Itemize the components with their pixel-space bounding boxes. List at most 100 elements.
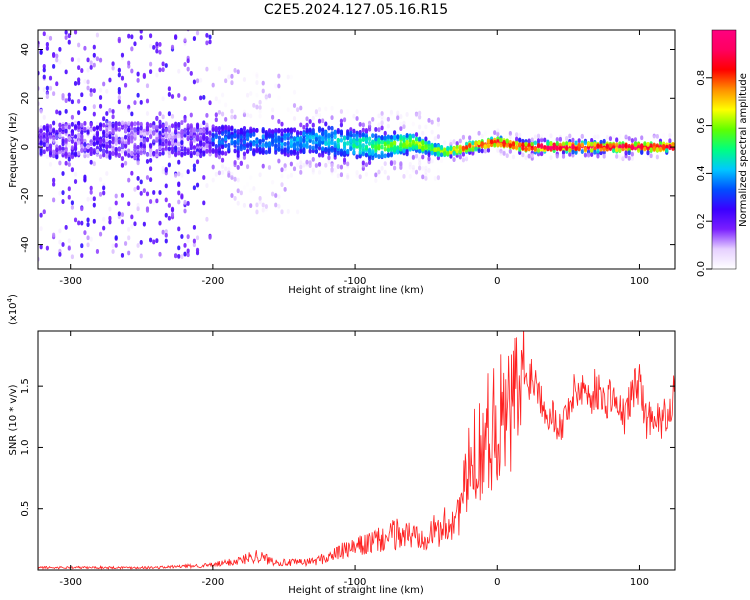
spectrogram-cell	[89, 185, 93, 191]
spectrogram-cell	[527, 138, 531, 144]
spectrogram-cell	[249, 188, 253, 194]
spectrogram-cell	[83, 230, 87, 236]
spectrogram-cell	[139, 190, 143, 196]
spectrogram-cell	[114, 141, 118, 146]
spectrogram-cell	[367, 156, 372, 162]
spectrogram-cell	[461, 157, 466, 163]
spectrogram-cell	[399, 141, 403, 147]
spectrogram-cell	[64, 225, 68, 230]
spectrogram-cell	[177, 254, 181, 259]
colorbar-tick-label: 0.2	[696, 213, 707, 229]
spectrogram-cell	[355, 173, 359, 178]
spectrogram-cell	[255, 74, 259, 79]
spectrogram-cell	[80, 147, 84, 153]
spectrogram-cell	[161, 141, 165, 147]
spectrogram-cell	[552, 143, 556, 149]
spectrogram-cell	[643, 141, 647, 147]
spectrogram-cell	[161, 67, 165, 73]
spectrogram-cell	[177, 171, 181, 177]
spectrogram-cell	[314, 149, 319, 154]
spectrogram-cell	[48, 75, 53, 81]
y-tick-label: 0	[20, 144, 31, 150]
spectrogram-cell	[211, 141, 215, 147]
spectrogram-cell	[111, 61, 115, 67]
spectrogram-cell	[86, 85, 90, 91]
spectrogram-cell	[483, 129, 487, 135]
spectrogram-cell	[158, 134, 162, 140]
spectrogram-y-axis-label: Frequency (Hz)	[8, 112, 19, 188]
spectrogram-cell	[80, 92, 84, 98]
spectrogram-cell	[133, 128, 137, 134]
spectrogram-cell	[367, 123, 372, 128]
spectrogram-cell	[77, 98, 81, 104]
spectrogram-cell	[405, 149, 409, 155]
spectrogram-cell	[590, 141, 594, 147]
spectrogram-cell	[77, 124, 81, 130]
spectrogram-cell	[149, 237, 153, 243]
spectrogram-cell	[83, 138, 87, 144]
spectrogram-cell	[380, 144, 384, 150]
spectrogram-cell	[383, 130, 387, 136]
spectrogram-cell	[202, 200, 206, 206]
spectrogram-cell	[242, 139, 247, 145]
spectrogram-cell	[296, 107, 300, 113]
spectrogram-cell	[424, 144, 428, 149]
spectrogram-cell	[114, 242, 118, 248]
spectrogram-cell	[117, 127, 121, 132]
spectrogram-cell	[255, 92, 259, 98]
spectrogram-cell	[167, 86, 171, 92]
spectrogram-cell	[48, 35, 53, 41]
spectrogram-cell	[374, 178, 378, 183]
spectrogram-cell	[568, 142, 572, 147]
spectrogram-cell	[105, 133, 109, 139]
spectrogram-cell	[277, 194, 281, 200]
spectrogram-cell	[424, 150, 428, 155]
spectrogram-cell	[518, 147, 522, 152]
spectrogram-cell	[98, 150, 103, 156]
spectrogram-cell	[98, 87, 103, 93]
spectrogram-cell	[123, 140, 128, 146]
spectrogram-cell	[336, 173, 340, 179]
spectrogram-cell	[533, 146, 537, 152]
spectrogram-cell	[164, 127, 168, 133]
spectrogram-cell	[120, 192, 125, 198]
spectrogram-cell	[108, 140, 112, 145]
spectrogram-cell	[177, 159, 181, 165]
spectrogram-cell	[292, 127, 297, 133]
spectrogram-cell	[152, 131, 156, 136]
spectrogram-cell	[149, 69, 153, 75]
spectrogram-cell	[61, 149, 65, 155]
spectrogram-cell	[111, 129, 115, 135]
spectrogram-cell	[386, 175, 390, 181]
spectrogram-cell	[630, 151, 634, 157]
spectrogram-cell	[117, 67, 121, 73]
spectrogram-cell	[155, 136, 159, 141]
spectrogram-cell	[183, 251, 187, 257]
spectrogram-cell	[58, 59, 62, 65]
spectrogram-cell	[64, 128, 68, 134]
spectrogram-cell	[433, 136, 437, 142]
spectrogram-cell	[164, 121, 168, 127]
spectrogram-cell	[640, 143, 644, 149]
spectrogram-cell	[486, 129, 491, 135]
spectrogram-cell	[180, 120, 184, 125]
spectrogram-cell	[174, 124, 178, 130]
spectrogram-cell	[436, 175, 440, 181]
spectrogram-cell	[161, 128, 165, 134]
spectrogram-cell	[95, 140, 100, 146]
spectrogram-cell	[67, 142, 71, 148]
spectrogram-cell	[242, 112, 247, 118]
spectrogram-cell	[52, 142, 56, 148]
x-tick-label: 100	[630, 577, 649, 588]
spectrogram-cell	[580, 149, 584, 154]
spectrogram-cell	[477, 148, 481, 154]
spectrogram-cell	[67, 39, 71, 45]
spectrogram-cell	[205, 143, 209, 149]
spectrogram-cell	[52, 181, 56, 187]
spectrogram-cell	[358, 143, 362, 149]
spectrogram-cell	[583, 146, 588, 152]
spectrogram-cell	[130, 111, 134, 117]
spectrogram-cell	[252, 128, 256, 134]
spectrogram-cell	[45, 94, 49, 99]
spectrogram-cell	[186, 169, 190, 175]
